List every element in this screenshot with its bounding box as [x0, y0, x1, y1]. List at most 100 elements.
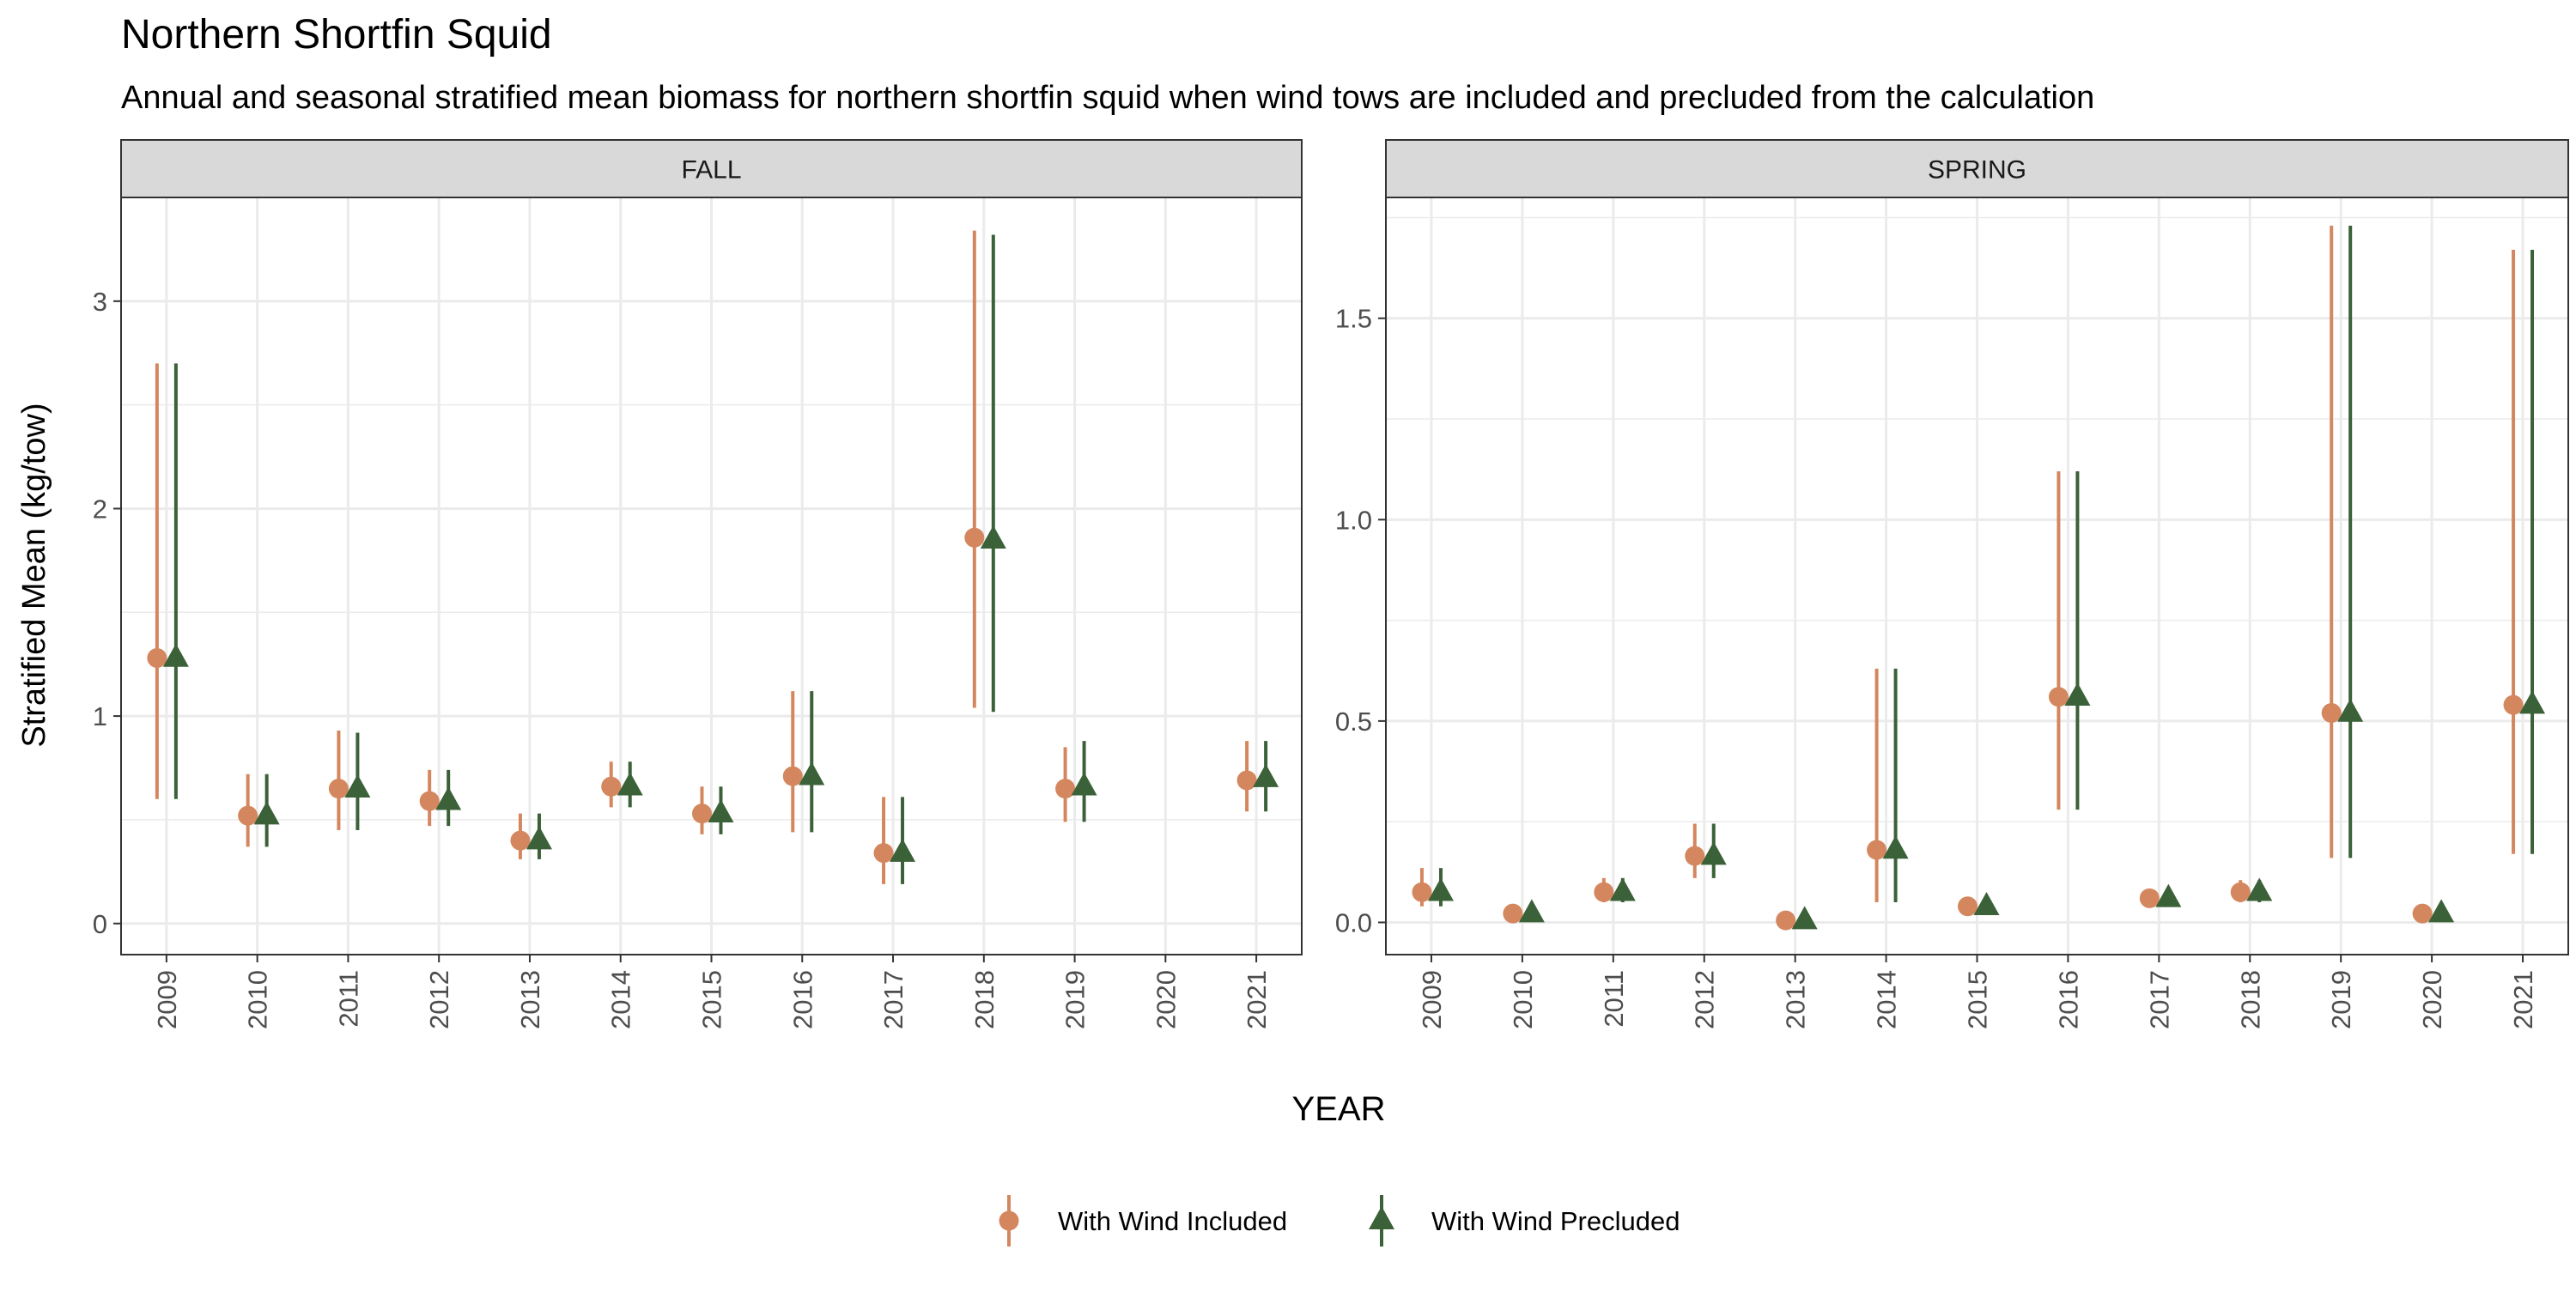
x-tick-label: 2010 [1508, 970, 1538, 1029]
x-tick-label: 2016 [2053, 970, 2083, 1029]
precluded-point [344, 773, 371, 798]
precluded-point [1700, 841, 1727, 865]
included-point [238, 805, 258, 826]
x-tick-label: 2017 [878, 970, 908, 1029]
x-tick-label: 2011 [1599, 970, 1629, 1028]
included-point [2412, 903, 2433, 924]
facet-label: SPRING [1928, 156, 2026, 185]
included-point [1594, 882, 1614, 902]
precluded-point [526, 826, 552, 850]
x-tick-label: 2013 [1781, 970, 1811, 1029]
y-tick-label: 1 [93, 701, 107, 731]
included-point [1503, 903, 1523, 924]
facet-strip [1385, 139, 2569, 198]
precluded-point [890, 838, 916, 862]
legend-key-triangle [1369, 1206, 1394, 1229]
y-tick-label: 1.5 [1335, 304, 1372, 334]
included-point [419, 791, 440, 811]
included-point [2321, 703, 2342, 724]
included-point [1055, 779, 1076, 799]
x-tick-label: 2018 [2235, 970, 2265, 1029]
precluded-point [980, 525, 1006, 549]
precluded-point [1427, 877, 1454, 901]
included-point [601, 776, 622, 797]
precluded-point [2064, 682, 2091, 707]
included-point [328, 779, 349, 799]
x-axis-label: YEAR [1292, 1090, 1386, 1128]
included-point [1412, 882, 1432, 902]
x-tick-label: 2012 [424, 970, 454, 1029]
legend: With Wind Included With Wind Precluded [999, 1195, 1680, 1247]
precluded-point [1253, 763, 1279, 787]
included-point [2503, 695, 2524, 715]
included-point [1685, 846, 1705, 866]
precluded-point [2428, 899, 2455, 923]
precluded-point [1882, 835, 1909, 859]
chart-subtitle: Annual and seasonal stratified mean biom… [121, 80, 2094, 116]
panel-spring: SPRING 0.0 0.5 1.0 1.5 2009 2010 2011 2012 2013 20… [1335, 139, 2569, 1029]
y-tick-label: 0 [93, 909, 107, 939]
included-point [1236, 770, 1257, 791]
chart-title: Northern Shortfin Squid [121, 12, 552, 58]
x-tick-label: 2015 [697, 970, 727, 1029]
x-tick-label: 2020 [2417, 970, 2447, 1029]
precluded-point [1518, 899, 1545, 923]
included-point [2230, 882, 2251, 902]
x-tick-label: 2012 [1690, 970, 1720, 1029]
x-tick-label: 2020 [1151, 970, 1181, 1029]
precluded-point [708, 798, 734, 822]
precluded-point [435, 786, 462, 810]
x-tick-label: 2017 [2144, 970, 2174, 1029]
precluded-point [1609, 877, 1636, 901]
panels: FALL 0 1 2 3 2009 2010 2011 2012 2013 2014 2015 2016… [93, 139, 2569, 1029]
precluded-point [1071, 772, 1097, 796]
x-tick-label: 2014 [1872, 970, 1902, 1029]
x-tick-label: 2016 [787, 970, 817, 1029]
x-tick-label: 2021 [2508, 970, 2538, 1029]
included-point [964, 527, 985, 548]
x-tick-label: 2013 [515, 970, 545, 1029]
included-point [1958, 896, 1978, 917]
x-tick-label: 2015 [1963, 970, 1993, 1029]
x-tick-label: 2014 [606, 970, 636, 1029]
y-tick-label: 3 [93, 287, 107, 317]
legend-key-circle [999, 1210, 1019, 1231]
legend-label: With Wind Precluded [1431, 1206, 1680, 1236]
precluded-point [253, 801, 280, 825]
y-tick-label: 0.5 [1335, 707, 1372, 737]
panel-fall: FALL 0 1 2 3 2009 2010 2011 2012 2013 2014 2015 2016… [93, 139, 1303, 1029]
precluded-point [2246, 877, 2273, 901]
x-tick-label: 2019 [2326, 970, 2356, 1029]
x-tick-label: 2019 [1060, 970, 1091, 1029]
precluded-point [2155, 883, 2182, 907]
precluded-point [799, 761, 825, 786]
included-point [510, 830, 531, 851]
included-point [1867, 840, 1887, 860]
precluded-point [162, 643, 189, 667]
precluded-point [617, 772, 643, 796]
facet-label: FALL [681, 156, 741, 185]
legend-label: With Wind Included [1058, 1206, 1287, 1236]
x-tick-label: 2021 [1242, 970, 1272, 1029]
facet-strip [120, 139, 1303, 198]
included-point [147, 647, 167, 668]
included-point [692, 804, 712, 824]
precluded-point [1973, 891, 2000, 915]
y-tick-label: 0.0 [1335, 907, 1372, 937]
y-tick-label: 2 [93, 494, 107, 524]
included-point [1776, 910, 1796, 931]
included-point [782, 766, 803, 786]
precluded-point [2337, 698, 2364, 722]
precluded-point [1791, 906, 1818, 930]
x-tick-label: 2011 [333, 970, 363, 1028]
precluded-point [2519, 690, 2546, 714]
y-axis-label: Stratified Mean (kg/tow) [16, 403, 52, 747]
x-tick-label: 2009 [1417, 970, 1447, 1029]
included-point [2048, 687, 2069, 707]
x-tick-label: 2010 [243, 970, 273, 1029]
x-tick-label: 2018 [969, 970, 999, 1029]
included-point [873, 843, 894, 864]
included-point [2139, 888, 2160, 908]
